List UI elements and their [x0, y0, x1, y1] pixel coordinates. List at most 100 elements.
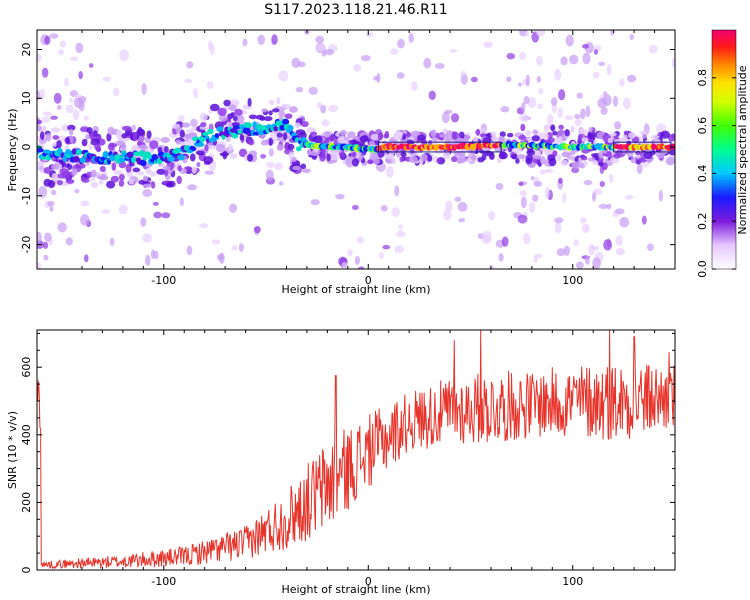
spectrogram-blob: [613, 138, 622, 144]
spectrogram-core: [139, 150, 145, 158]
spectrogram-core: [130, 156, 137, 163]
spectrogram-blob: [176, 175, 182, 185]
spectrogram-blob: [142, 183, 152, 188]
spectrogram-blob: [534, 155, 542, 160]
spectrogram-speckle: [74, 93, 83, 98]
spectrogram-blob: [581, 155, 588, 161]
spectrogram-blob: [203, 156, 214, 165]
spectrogram-blob: [641, 133, 648, 139]
spectrogram-speckle: [598, 203, 609, 209]
spectrogram-speckle: [517, 82, 523, 87]
spectrogram-speckle: [228, 203, 238, 213]
spectrogram-blob: [121, 125, 132, 131]
spectrogram-speckle: [495, 182, 504, 191]
spectrogram-blob: [531, 135, 540, 142]
spectrogram-blob: [525, 130, 532, 137]
spectrogram-speckle: [527, 97, 537, 108]
spectrogram-speckle: [69, 98, 74, 104]
spectrogram-speckle: [599, 180, 605, 187]
spectrogram-blob: [313, 135, 323, 144]
spectrogram-blob: [512, 147, 523, 154]
spectrogram-speckle: [83, 115, 89, 121]
spectrogram-speckle: [523, 95, 530, 105]
spectrogram-speckle: [545, 187, 550, 199]
spectrogram-blob: [367, 159, 374, 165]
spectrogram-blob: [43, 178, 52, 187]
spectrogram-speckle: [597, 98, 607, 109]
spectrogram-speckle: [184, 78, 193, 83]
spectrogram-blob: [442, 150, 451, 160]
spectrogram-blob: [39, 131, 45, 140]
spectrogram-blob: [89, 131, 95, 140]
spectrogram-xtick-label: 100: [562, 274, 583, 287]
spectrogram-blob: [167, 180, 176, 188]
snr-xlabel: Height of straight line (km): [281, 583, 430, 596]
spectrogram-blob: [247, 97, 252, 107]
spectrogram-blob: [337, 137, 345, 144]
spectrogram-speckle: [190, 118, 198, 128]
spectrogram-blob: [490, 135, 498, 142]
spectrogram-speckle: [554, 221, 562, 234]
spectrogram-blob: [377, 132, 384, 141]
colorbar-gradient: [711, 29, 737, 270]
spectrogram-speckle: [569, 54, 579, 65]
spectrogram-blob: [208, 144, 216, 150]
spectrogram-blob: [355, 152, 360, 159]
spectrogram-blob: [268, 137, 273, 146]
spectrogram-band-outline: [377, 141, 502, 153]
spectrogram-blob: [94, 143, 101, 151]
spectrogram-blob: [446, 130, 453, 138]
spectrogram-speckle: [545, 168, 554, 174]
spectrogram-speckle: [454, 196, 462, 202]
spectrogram-speckle: [580, 108, 586, 120]
spectrogram-speckle: [428, 90, 436, 101]
spectrogram-blob: [560, 159, 569, 167]
spectrogram-blob: [53, 162, 60, 170]
spectrogram-blob: [234, 108, 243, 116]
spectrogram-blob: [520, 123, 526, 132]
spectrogram-blob: [232, 115, 238, 122]
spectrogram-blob: [218, 114, 228, 122]
snr-xtick-label: 0: [365, 575, 372, 588]
spectrogram-speckle: [500, 106, 510, 113]
spectrogram-speckle: [360, 54, 371, 62]
spectrogram-ytick-label: -20: [20, 236, 33, 254]
spectrogram-blob: [118, 161, 127, 169]
spectrogram-blob: [118, 179, 125, 187]
spectrogram-core: [232, 125, 241, 130]
spectrogram-speckle: [57, 222, 67, 233]
spectrogram-blob: [547, 154, 556, 162]
spectrogram-speckle: [618, 78, 625, 87]
spectrogram-blob: [67, 124, 76, 131]
figure-title: S117.2023.118.21.46.R11: [264, 2, 447, 18]
spectrogram-speckle: [533, 254, 538, 264]
spectrogram-core: [282, 118, 290, 126]
spectrogram-speckle: [658, 190, 663, 202]
spectrogram-blob: [200, 121, 207, 127]
spectrogram-speckle: [501, 236, 509, 247]
spectrogram-speckle: [187, 184, 198, 191]
colorbar-label: Normalized spectral amplitude: [736, 65, 749, 234]
spectrogram-speckle: [112, 87, 120, 97]
spectrogram-speckle: [524, 30, 530, 37]
spectrogram-blob: [458, 131, 465, 139]
spectrogram-blob: [291, 156, 297, 163]
spectrogram-blob: [300, 121, 309, 128]
colorbar-tick-label: 0.6: [696, 117, 709, 135]
spectrogram-blob: [120, 142, 127, 150]
spectrogram-speckle: [152, 201, 159, 206]
spectrogram-speckle: [295, 86, 304, 93]
spectrogram-speckle: [50, 189, 57, 196]
spectrogram-blob: [171, 123, 181, 130]
spectrogram-speckle: [520, 196, 527, 209]
spectrogram-blob: [69, 128, 74, 136]
spectrogram-blob: [626, 149, 634, 158]
spectrogram-blob: [665, 156, 675, 166]
spectrogram-speckle: [291, 57, 301, 68]
spectrogram-speckle: [206, 81, 214, 89]
spectrogram-speckle: [557, 107, 563, 118]
spectrogram-speckle: [519, 190, 527, 197]
spectrogram-speckle: [614, 121, 622, 130]
spectrogram-ytick-label: 0: [20, 144, 33, 151]
